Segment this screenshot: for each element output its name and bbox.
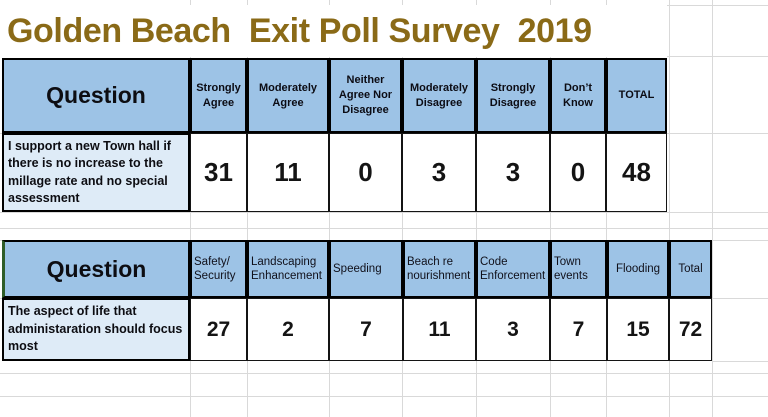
t1-question-header-cell[interactable]: Question	[2, 58, 190, 133]
gridline	[712, 361, 768, 362]
t2-header-landscaping[interactable]: Landscaping Enhancement	[247, 240, 329, 298]
t1-question-cell[interactable]: I support a new Town hall if there is no…	[2, 133, 190, 212]
t1-header-moderately-agree[interactable]: Moderately Agree	[247, 58, 329, 133]
t2-value-flooding[interactable]: 15	[607, 298, 669, 361]
t1-header-neither[interactable]: Neither Agree Nor Disagree	[329, 58, 402, 133]
t1-value-strongly-disagree[interactable]: 3	[476, 133, 550, 212]
t1-value-strongly-agree[interactable]: 31	[190, 133, 247, 212]
gridline	[0, 396, 768, 397]
t2-header-town-events[interactable]: Town events	[550, 240, 607, 298]
t2-value-code-enforcement[interactable]: 3	[476, 298, 550, 361]
t1-value-dont-know[interactable]: 0	[550, 133, 606, 212]
t2-header-code-enforcement[interactable]: Code Enforcement	[476, 240, 550, 298]
title-cell[interactable]: Golden Beach Exit Poll Survey 2019	[0, 5, 667, 57]
t2-question-header-cell[interactable]: Question	[2, 240, 190, 298]
gridline	[712, 0, 713, 417]
t1-header-moderately-disagree[interactable]: Moderately Disagree	[402, 58, 476, 133]
gridline	[0, 212, 768, 213]
t1-header-total[interactable]: TOTAL	[606, 58, 667, 133]
page-title: Golden Beach Exit Poll Survey 2019	[7, 11, 592, 50]
t1-value-neither[interactable]: 0	[329, 133, 402, 212]
t2-value-total[interactable]: 72	[669, 298, 712, 361]
gridline	[0, 373, 768, 374]
t1-header-dont-know[interactable]: Don’t Know	[550, 58, 606, 133]
t2-value-safety-security[interactable]: 27	[190, 298, 247, 361]
gridline	[0, 228, 768, 229]
t2-value-speeding[interactable]: 7	[329, 298, 403, 361]
exit-poll-table-town-hall: Question Strongly Agree Moderately Agree…	[2, 58, 667, 212]
t2-value-beach-renourishment[interactable]: 11	[403, 298, 476, 361]
t2-header-speeding[interactable]: Speeding	[329, 240, 403, 298]
t1-header-strongly-agree[interactable]: Strongly Agree	[190, 58, 247, 133]
t2-header-total[interactable]: Total	[669, 240, 712, 298]
t2-question-cell[interactable]: The aspect of life that administaration …	[2, 298, 190, 361]
t1-header-strongly-disagree[interactable]: Strongly Disagree	[476, 58, 550, 133]
t2-value-landscaping[interactable]: 2	[247, 298, 329, 361]
t2-header-beach-renourishment[interactable]: Beach re nourishment	[403, 240, 476, 298]
exit-poll-table-focus-areas: Question Safety/ Security Landscaping En…	[2, 240, 712, 361]
t2-header-safety-security[interactable]: Safety/ Security	[190, 240, 247, 298]
t1-value-moderately-disagree[interactable]: 3	[402, 133, 476, 212]
t2-value-town-events[interactable]: 7	[550, 298, 607, 361]
t1-value-moderately-agree[interactable]: 11	[247, 133, 329, 212]
t1-value-total[interactable]: 48	[606, 133, 667, 212]
t2-header-flooding[interactable]: Flooding	[607, 240, 669, 298]
gridline	[669, 0, 670, 417]
